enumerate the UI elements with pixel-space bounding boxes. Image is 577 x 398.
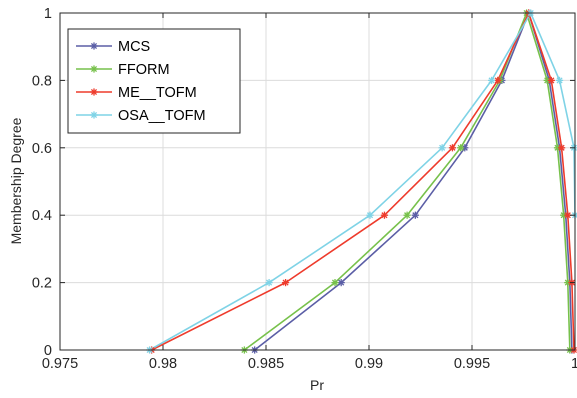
data-point-me-tofm (558, 144, 566, 152)
data-point-mcs (337, 279, 345, 287)
data-point-osa-tofm (438, 144, 446, 152)
data-point-fform (403, 211, 411, 219)
legend-marker-fform (90, 65, 98, 73)
data-point-mcs (411, 211, 419, 219)
legend-label-osa-tofm: OSA__TOFM (118, 108, 206, 124)
y-tick-label: 1 (44, 6, 52, 22)
data-point-osa-tofm (265, 279, 273, 287)
data-point-me-tofm (564, 211, 572, 219)
x-tick-label: 1 (571, 356, 577, 372)
y-tick-label: 0.8 (32, 73, 52, 89)
axis-ticks: 0.975 0.98 0.985 0.99 0.995 1 0 0.2 0.4 0.6 0.8 1 (32, 6, 577, 372)
x-tick-label: 0.975 (42, 356, 78, 372)
data-point-me-tofm (281, 279, 290, 287)
data-point-osa-tofm (555, 76, 564, 84)
series-line-mcs (254, 13, 573, 350)
x-tick-label: 0.985 (248, 356, 284, 372)
data-point-osa-tofm (487, 76, 496, 84)
legend-marker-mcs (90, 42, 98, 50)
series-line-fform (243, 13, 571, 350)
y-tick-label: 0.4 (32, 208, 52, 224)
data-point-fform (331, 279, 339, 287)
data-point-osa-tofm (366, 211, 374, 219)
data-point-me-tofm (494, 76, 502, 84)
data-point-me-tofm (448, 144, 457, 152)
legend-marker-me-tofm (90, 88, 98, 96)
legend: MCS FFORM ME__TOFM OSA__TOFM (67, 28, 241, 134)
series-line-me-tofm (151, 13, 575, 350)
y-tick-label: 0.2 (32, 276, 52, 292)
plot-frame (59, 12, 576, 351)
data-point-fform (457, 144, 465, 152)
legend-label-fform: FFORM (118, 62, 170, 78)
x-tick-label: 0.98 (149, 356, 177, 372)
legend-label-mcs: MCS (118, 39, 150, 55)
y-tick-label: 0.6 (32, 141, 52, 157)
data-point-me-tofm (380, 211, 389, 219)
x-tick-label: 0.99 (355, 356, 383, 372)
y-axis-label: Membership Degree (8, 117, 24, 244)
data-point-me-tofm (547, 76, 555, 84)
y-tick-label: 0 (44, 343, 52, 359)
x-axis-label: Pr (310, 377, 324, 393)
legend-label-me-tofm: ME__TOFM (118, 85, 197, 101)
x-tick-label: 0.995 (454, 356, 490, 372)
legend-marker-osa-tofm (90, 111, 98, 119)
